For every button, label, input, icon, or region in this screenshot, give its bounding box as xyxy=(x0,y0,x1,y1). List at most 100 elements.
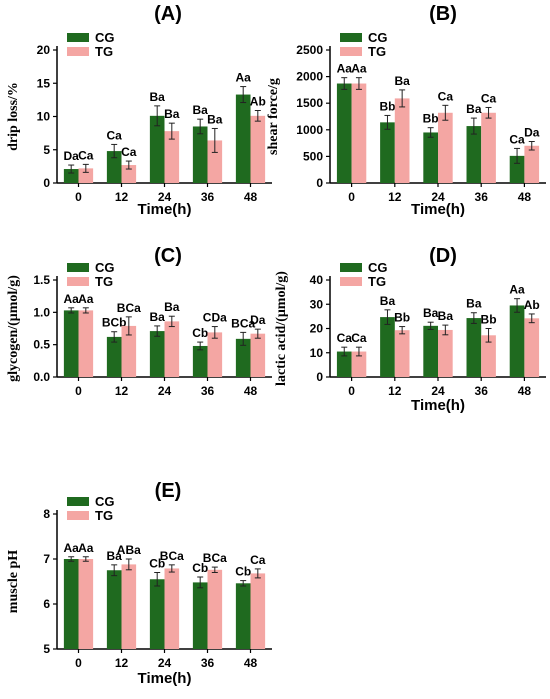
bar-TG xyxy=(394,98,410,183)
y-tick-label: 1.5 xyxy=(33,273,50,287)
x-tick-label: 12 xyxy=(115,384,129,398)
x-tick-label: 0 xyxy=(348,190,355,204)
y-tick-label: 0 xyxy=(43,176,50,190)
y-axis-title: lactic acid/(μmol/g) xyxy=(274,271,289,386)
significance-label: BCb xyxy=(102,316,127,330)
x-tick-label: 24 xyxy=(431,384,445,398)
bar-TG xyxy=(207,332,223,377)
significance-label: BCa xyxy=(203,551,227,565)
significance-label: Aa xyxy=(78,292,94,306)
x-axis-title: Time(h) xyxy=(411,201,465,218)
chart-panel-1: (A) 0 5 10 15 20 drip loss/% 0 12 24 36 48 Time(h) Da… xyxy=(6,3,272,218)
bar-CG xyxy=(336,83,352,183)
x-tick-label: 36 xyxy=(201,656,215,670)
bar-CG xyxy=(192,345,208,377)
legend-label-TG: TG xyxy=(95,274,113,289)
legend-label-CG: CG xyxy=(368,30,388,45)
panel-title: (B) xyxy=(429,3,457,25)
significance-label: Ca xyxy=(78,148,94,162)
x-tick-label: 0 xyxy=(348,384,355,398)
significance-label: Ab xyxy=(524,298,540,312)
bar-TG xyxy=(250,333,266,377)
y-tick-label: 0 xyxy=(316,176,323,190)
y-tick-label: 20 xyxy=(310,322,324,336)
significance-label: BCa xyxy=(231,316,255,330)
significance-label: Ba xyxy=(164,107,180,121)
x-tick-label: 24 xyxy=(431,190,445,204)
x-tick-label: 0 xyxy=(75,384,82,398)
y-axis-title: shear force/g xyxy=(266,78,281,155)
bar-CG xyxy=(149,331,165,377)
legend-swatch-CG xyxy=(67,263,89,272)
bar-TG xyxy=(438,112,453,183)
bar-CG xyxy=(235,583,251,649)
x-axis-title: Time(h) xyxy=(138,670,192,687)
y-tick-label: 15 xyxy=(37,76,51,90)
legend-label-CG: CG xyxy=(95,494,115,509)
significance-label: Bb xyxy=(423,112,439,126)
significance-label: Da xyxy=(64,149,80,163)
y-tick-label: 2000 xyxy=(296,70,323,84)
bar-CG xyxy=(235,94,251,183)
significance-label: Cb xyxy=(149,557,165,571)
significance-label: Ca xyxy=(438,89,454,103)
x-tick-label: 12 xyxy=(388,384,402,398)
bar-CG xyxy=(336,351,352,377)
significance-label: Ca xyxy=(509,132,525,146)
significance-label: Ba xyxy=(150,90,166,104)
chart-panel-4: (D) 0 10 20 30 40 lactic acid/(μmol/g) 0 12 24 36 4… xyxy=(274,245,546,414)
y-tick-label: 10 xyxy=(37,110,51,124)
legend-swatch-TG xyxy=(67,47,89,56)
panel-title: (E) xyxy=(155,480,182,502)
panel-title: (A) xyxy=(154,3,182,25)
legend-swatch-CG xyxy=(340,33,362,42)
significance-label: Aa xyxy=(351,62,367,76)
bar-CG xyxy=(466,126,482,183)
x-tick-label: 48 xyxy=(244,190,258,204)
bar-TG xyxy=(250,115,266,183)
legend-label-CG: CG xyxy=(95,30,115,45)
x-tick-label: 48 xyxy=(244,384,258,398)
bar-CG xyxy=(509,305,525,377)
legend-swatch-CG xyxy=(340,263,362,272)
significance-label: Aa xyxy=(509,283,525,297)
bar-CG xyxy=(149,115,165,183)
x-tick-label: 0 xyxy=(75,656,82,670)
x-axis-title: Time(h) xyxy=(411,397,465,414)
significance-label: Bb xyxy=(394,311,410,325)
bar-CG xyxy=(192,126,208,183)
bar-CG xyxy=(106,151,122,183)
y-tick-label: 2500 xyxy=(296,43,323,57)
significance-label: BCa xyxy=(160,549,184,563)
y-tick-label: 500 xyxy=(303,149,323,163)
chart-panel-3: (C) 0.0 0.5 1.0 1.5 glycogen/(μmol/g) 0 12 24 36 4… xyxy=(6,245,272,398)
panel-title: (D) xyxy=(429,245,457,267)
significance-label: Aa xyxy=(78,541,94,555)
significance-label: Ba xyxy=(380,294,396,308)
bar-CG xyxy=(380,122,395,183)
bar-CG xyxy=(380,317,395,377)
significance-label: Ba xyxy=(164,300,180,314)
bar-TG xyxy=(121,564,137,649)
significance-label: Ba xyxy=(150,310,166,324)
bar-TG xyxy=(481,112,496,183)
significance-label: Ab xyxy=(250,95,266,109)
significance-label: CDa xyxy=(203,311,227,325)
legend-swatch-CG xyxy=(67,497,89,506)
bar-TG xyxy=(394,330,410,377)
legend-label-CG: CG xyxy=(368,260,388,275)
x-tick-label: 24 xyxy=(158,190,172,204)
bar-TG xyxy=(438,329,453,377)
y-axis-title: muscle pH xyxy=(6,550,21,614)
x-tick-label: 36 xyxy=(201,190,215,204)
y-axis-title: drip loss/% xyxy=(6,82,21,151)
y-tick-label: 30 xyxy=(310,297,324,311)
bar-TG xyxy=(207,569,223,649)
significance-label: Aa xyxy=(64,541,80,555)
x-axis-title: Time(h) xyxy=(138,201,192,218)
y-tick-label: 1.0 xyxy=(33,305,50,319)
bar-CG xyxy=(466,318,482,377)
